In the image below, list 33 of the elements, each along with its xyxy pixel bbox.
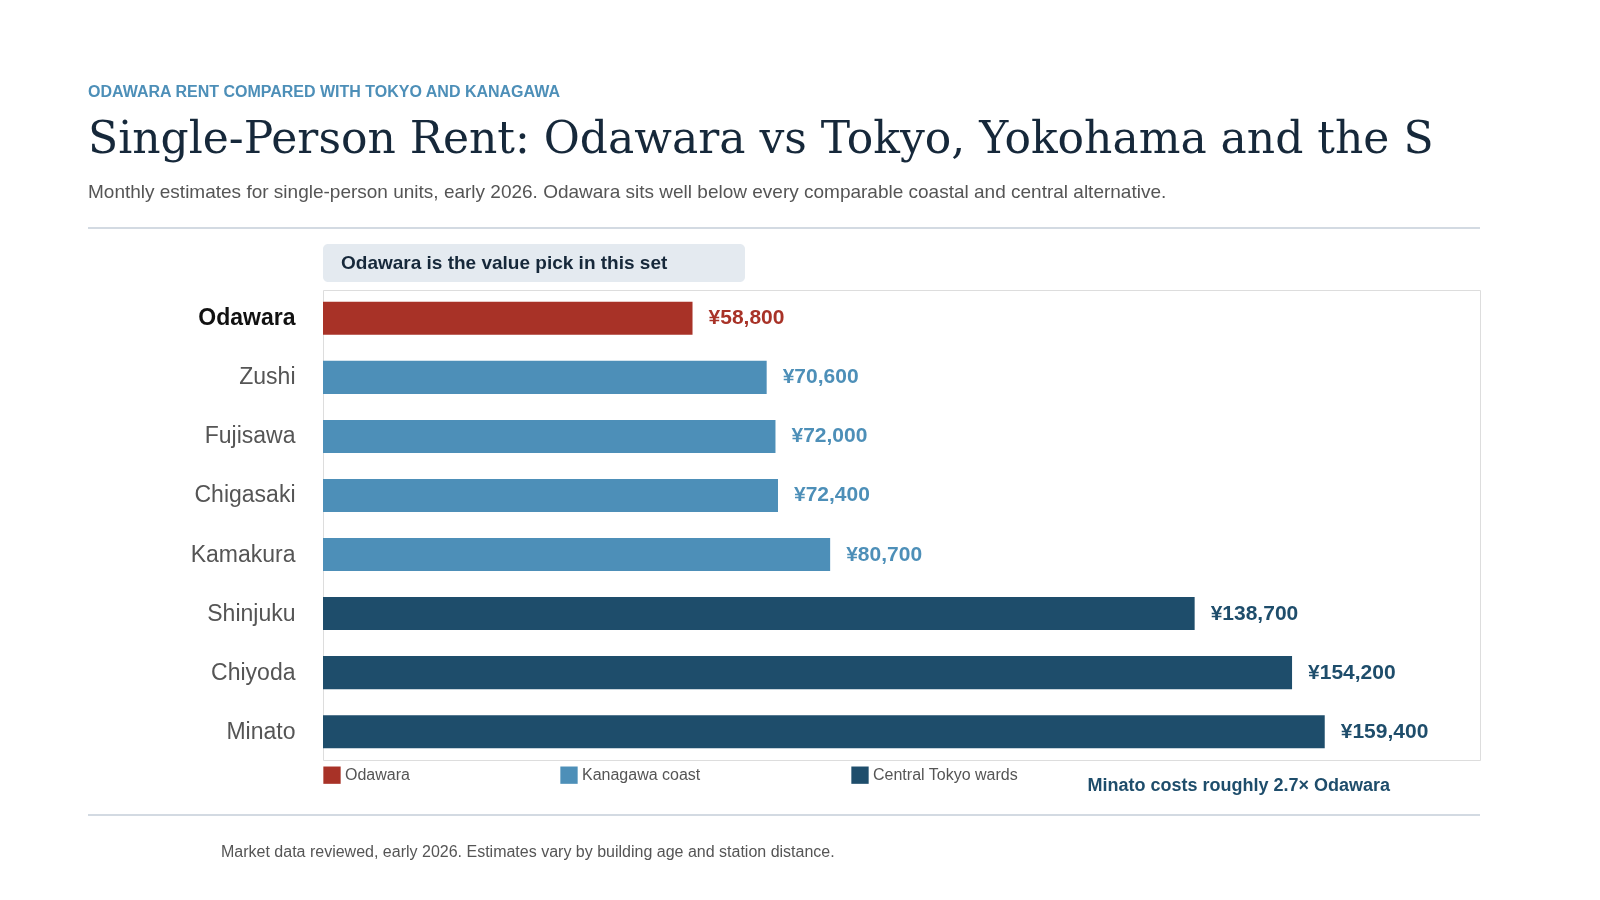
bar xyxy=(323,537,831,572)
data-label: ¥70,600 xyxy=(782,364,859,388)
y-tick-label: Zushi xyxy=(239,363,296,390)
data-label: ¥72,400 xyxy=(793,482,870,506)
legend-label: Kanagawa coast xyxy=(582,766,701,784)
text: Market data reviewed, early 2026. Estimates vary by building age and station distance. xyxy=(221,843,835,860)
y-tick-label: Shinjuku xyxy=(207,599,296,626)
legend-label: Central Tokyo wards xyxy=(873,766,1018,784)
chart-title: Single-Person Rent: Odawara vs Tokyo, Yokohama and the S xyxy=(88,112,1434,163)
text: Minato costs roughly 2.7× Odawara xyxy=(1087,775,1391,795)
data-label: ¥138,700 xyxy=(1210,600,1299,624)
text: Odawara is the value pick in this set xyxy=(341,252,668,273)
data-label: ¥154,200 xyxy=(1308,659,1396,683)
bar xyxy=(323,715,1325,749)
bar xyxy=(323,301,693,335)
bar xyxy=(323,360,767,394)
bar xyxy=(323,656,1293,690)
y-tick-label: Chiyoda xyxy=(211,658,296,685)
data-label: ¥58,800 xyxy=(708,305,785,329)
bar xyxy=(323,419,776,453)
y-tick-label: Fujisawa xyxy=(204,422,296,449)
data-label: ¥80,700 xyxy=(846,541,923,565)
bar xyxy=(323,597,1195,631)
chart-subtitle: Monthly estimates for single-person units, early 2026. Odawara sits well below every comparable coastal and central alternative. xyxy=(88,181,1167,202)
y-tick-label: Odawara xyxy=(198,304,296,331)
y-tick-label: Minato xyxy=(226,717,296,744)
bar xyxy=(323,478,778,513)
data-label: ¥159,400 xyxy=(1340,718,1429,742)
y-tick-label: Kamakura xyxy=(190,540,296,567)
y-tick-label: Chigasaki xyxy=(194,481,296,508)
legend-label: Odawara xyxy=(345,766,411,784)
text: ODAWARA RENT COMPARED WITH TOKYO AND KANAGAWA xyxy=(88,83,561,100)
data-label: ¥72,000 xyxy=(791,423,868,447)
